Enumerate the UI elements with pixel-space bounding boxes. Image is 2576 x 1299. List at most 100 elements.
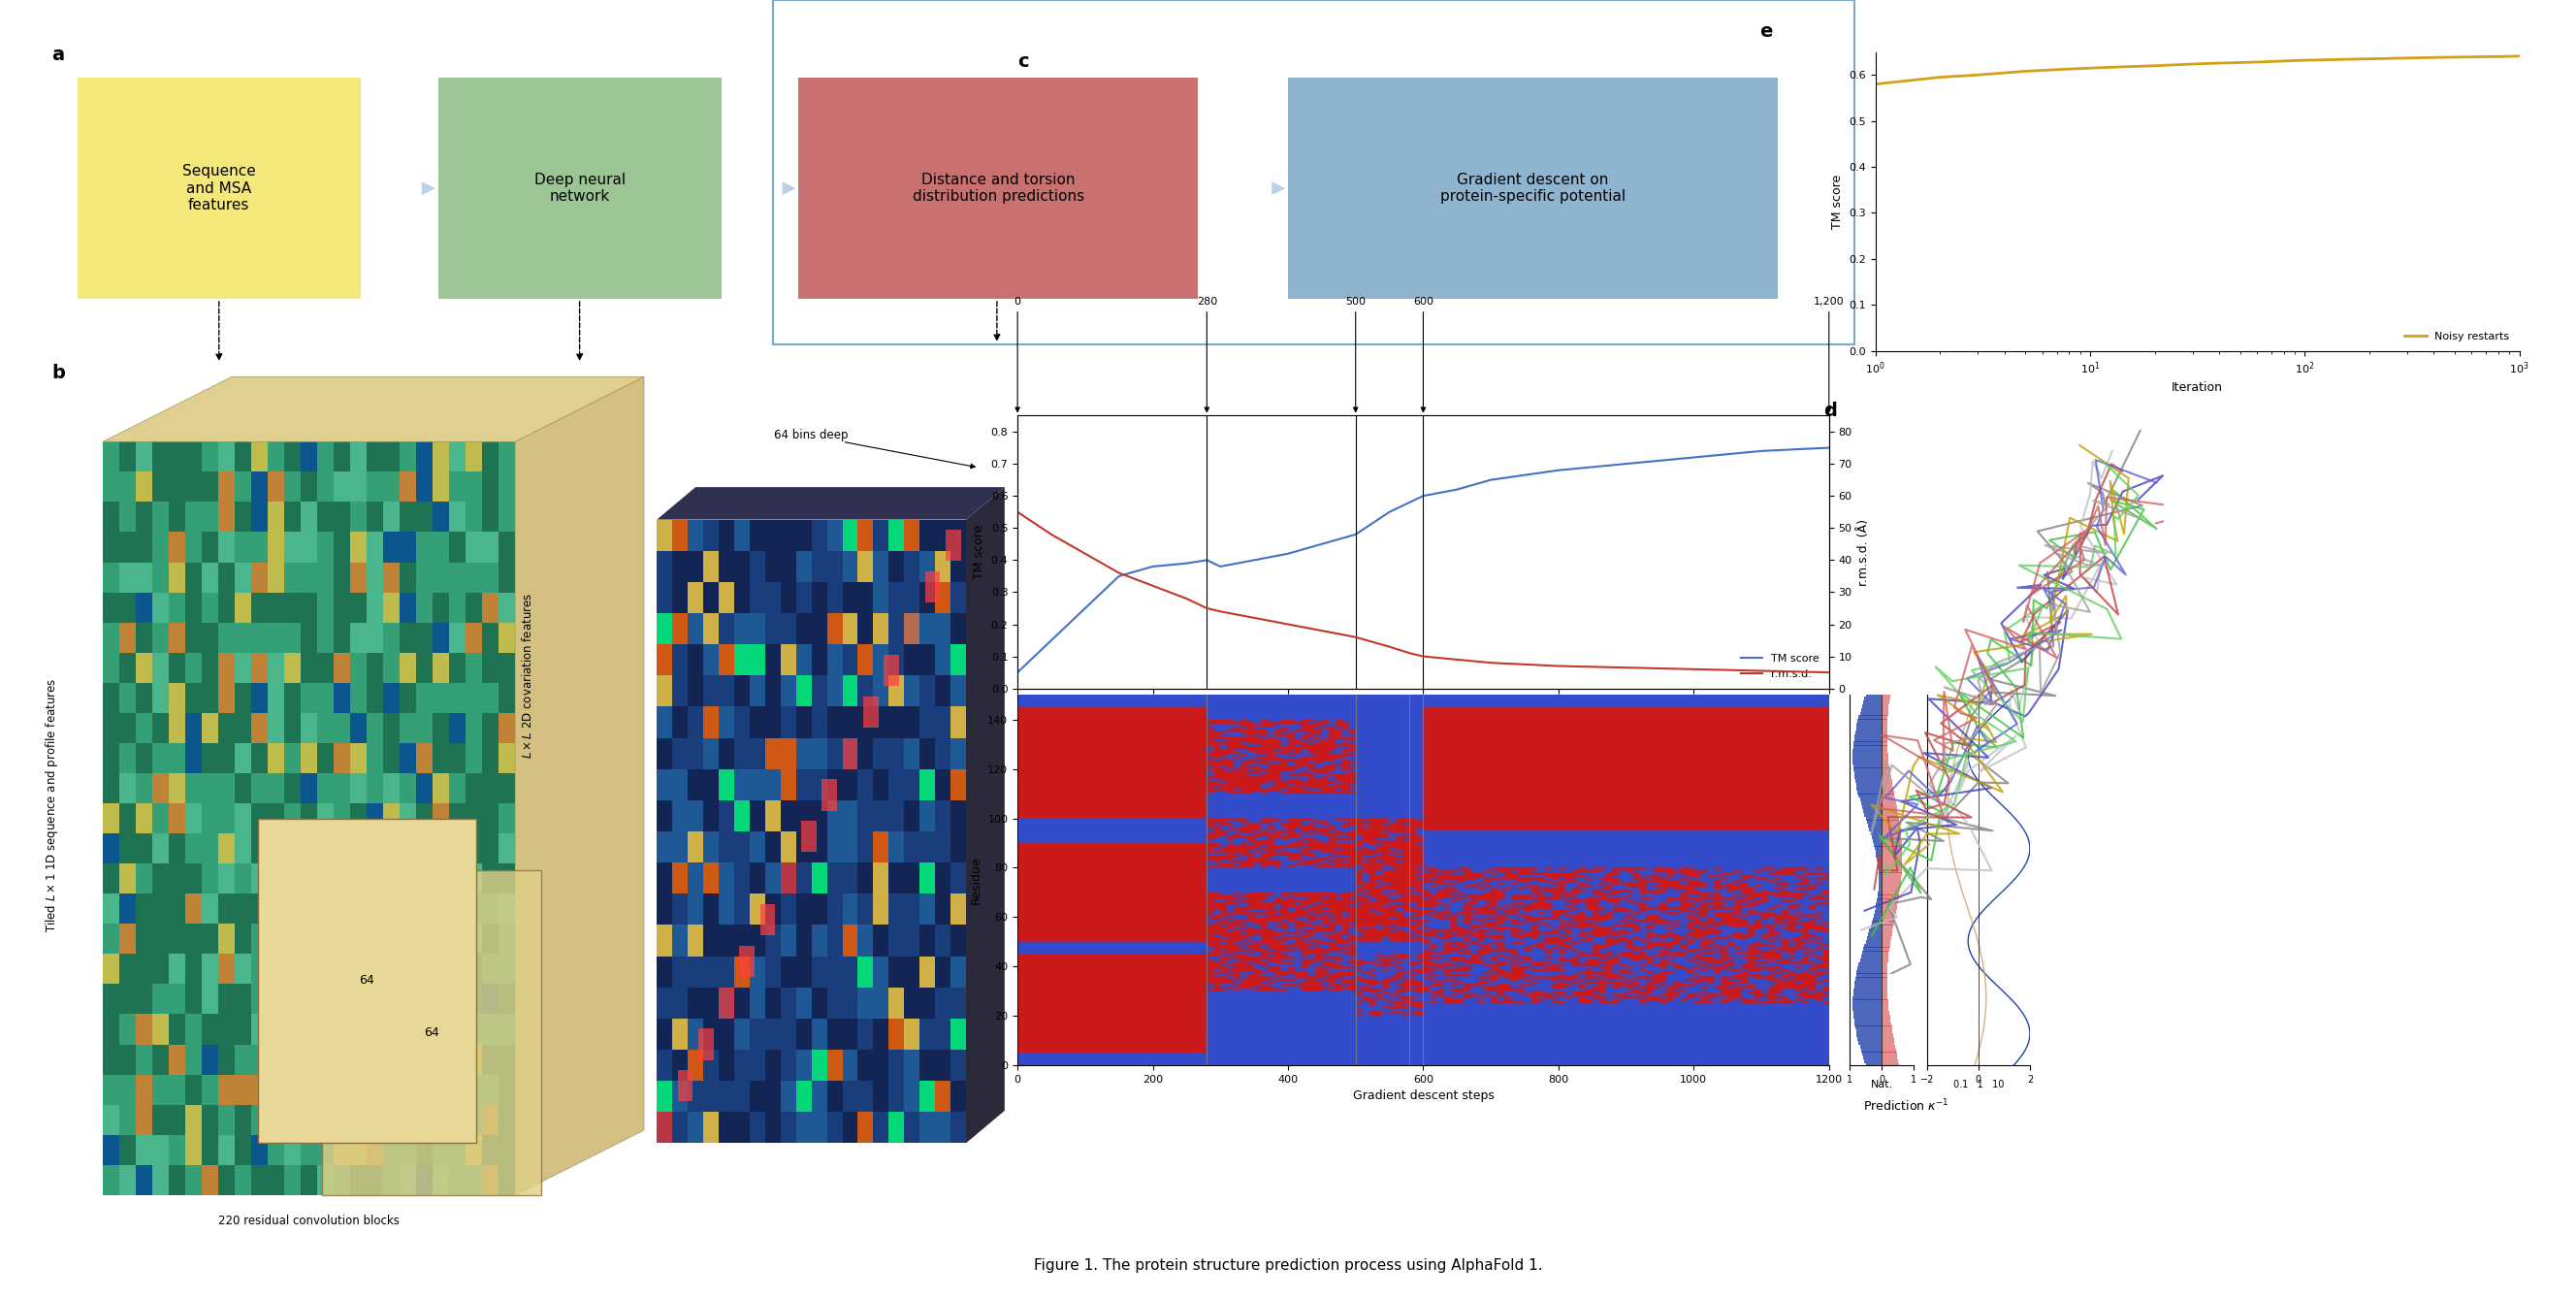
Bar [448, 1135, 466, 1165]
Bar [889, 925, 904, 956]
Bar [1880, 831, 1901, 835]
Bar [185, 803, 201, 834]
Bar [1880, 850, 1901, 853]
Bar [201, 803, 219, 834]
Bar [283, 803, 301, 834]
Bar [1865, 943, 1880, 947]
Bar [268, 834, 283, 864]
Bar [657, 1081, 672, 1112]
r.m.s.d. [1394, 646, 1425, 661]
Bar [827, 613, 842, 644]
Bar [466, 713, 482, 743]
Bar [103, 501, 118, 533]
Text: b: b [52, 364, 64, 382]
Bar [482, 894, 500, 924]
Bar [399, 834, 417, 864]
Bar [185, 472, 201, 501]
Bar [283, 713, 301, 743]
Bar [152, 472, 170, 501]
Bar [482, 803, 500, 834]
Bar [219, 472, 234, 501]
Bar [951, 987, 966, 1018]
Bar [1862, 704, 1880, 708]
Bar [657, 800, 672, 831]
Bar [796, 831, 811, 863]
Bar [904, 956, 920, 987]
Bar [672, 520, 688, 551]
Bar [335, 683, 350, 713]
Bar [935, 800, 951, 831]
Bar [234, 713, 252, 743]
Bar [1880, 1063, 1899, 1068]
Bar [366, 472, 384, 501]
Bar [170, 652, 185, 683]
Bar [889, 1081, 904, 1112]
Bar [1880, 726, 1888, 730]
Bar [350, 985, 366, 1015]
Bar [466, 562, 482, 592]
Bar [688, 800, 703, 831]
Bar [951, 863, 966, 894]
Bar [904, 707, 920, 738]
Bar [317, 803, 335, 834]
Bar [827, 987, 842, 1018]
Bar [734, 1050, 750, 1081]
Bar [252, 864, 268, 894]
Bar [1878, 895, 1880, 899]
Text: 64: 64 [425, 1026, 438, 1039]
Bar [750, 582, 765, 613]
Bar [734, 925, 750, 956]
Bar [268, 592, 283, 622]
Bar [252, 1104, 268, 1135]
Bar [137, 894, 152, 924]
r.m.s.d. [1543, 659, 1574, 674]
Bar [1870, 929, 1880, 933]
Bar [1857, 970, 1880, 974]
Bar [103, 442, 118, 472]
Bar [1880, 742, 1888, 746]
Bar [335, 803, 350, 834]
Bar [350, 894, 366, 924]
Bar [170, 1074, 185, 1104]
Polygon shape [515, 377, 644, 1195]
Bar [170, 713, 185, 743]
Bar [301, 652, 317, 683]
Bar [384, 1074, 399, 1104]
Bar [366, 1015, 384, 1044]
Bar [366, 953, 384, 985]
Bar [796, 1081, 811, 1112]
Bar [734, 769, 750, 800]
Bar [781, 925, 796, 956]
Bar [219, 894, 234, 924]
Bar [889, 987, 904, 1018]
Bar [252, 562, 268, 592]
TM score [1190, 552, 1224, 568]
Bar [103, 1044, 118, 1074]
Bar [703, 675, 719, 707]
Bar [448, 953, 466, 985]
Bar [317, 713, 335, 743]
Bar [335, 501, 350, 533]
Bar [796, 769, 811, 800]
Bar [118, 773, 137, 803]
Bar [268, 864, 283, 894]
Bar [1880, 883, 1901, 887]
Bar [688, 831, 703, 863]
Bar [1855, 1026, 1880, 1030]
Bar [103, 864, 118, 894]
Bar [201, 442, 219, 472]
Bar [1880, 827, 1901, 831]
Bar [366, 683, 384, 713]
Bar [858, 707, 873, 738]
Bar [170, 803, 185, 834]
Bar [201, 1074, 219, 1104]
Bar [301, 562, 317, 592]
Bar [317, 562, 335, 592]
Bar [252, 533, 268, 562]
Bar [185, 773, 201, 803]
Bar [750, 520, 765, 551]
Bar [335, 924, 350, 953]
Bar [750, 1081, 765, 1112]
Bar [672, 769, 688, 800]
Bar [1880, 720, 1888, 724]
